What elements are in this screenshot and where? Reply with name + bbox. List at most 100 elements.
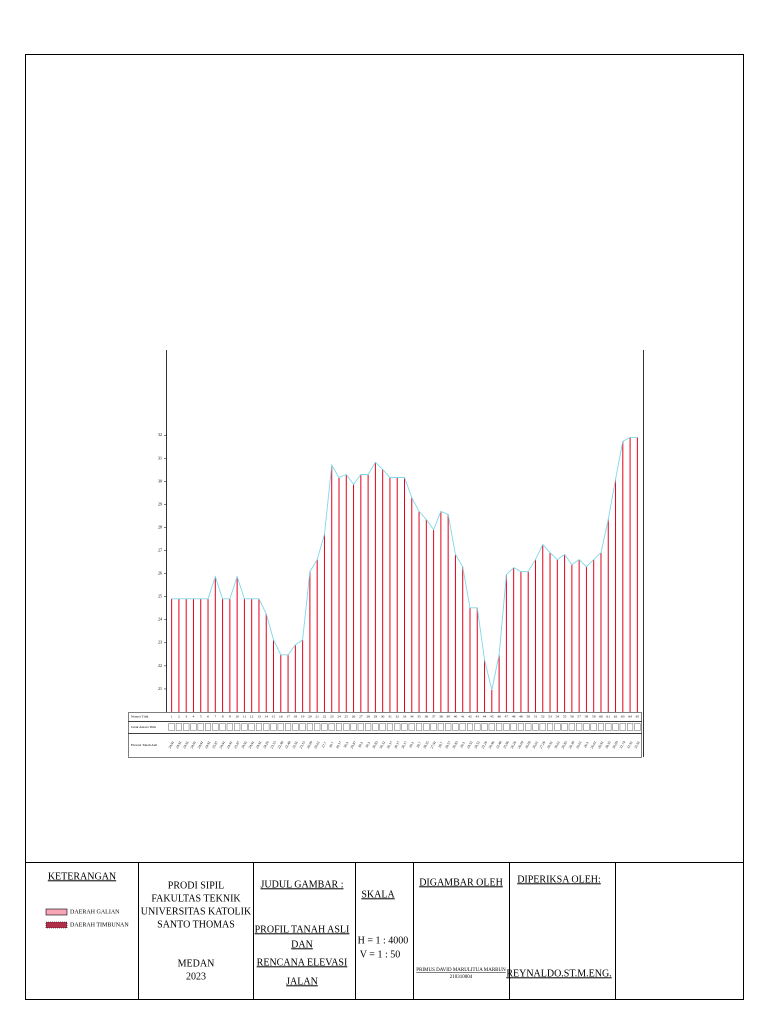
x-tick-label: 16	[279, 714, 283, 718]
elevation-label: 26.83	[561, 740, 569, 749]
row-label: Jarak Antara Titik	[131, 725, 156, 729]
scale-heading: SKALA	[361, 889, 395, 900]
elevation-label: 26.91	[597, 740, 605, 749]
elevation-label: 30.52	[379, 740, 387, 749]
elevation-label: 26.09	[524, 740, 532, 749]
distance-cell	[255, 723, 262, 731]
y-tick-label: 29	[158, 501, 162, 506]
distance-cell	[219, 723, 226, 731]
x-tick-label: 25	[345, 714, 349, 718]
x-tick-label: 44	[483, 714, 487, 718]
x-tick-label: 28	[366, 714, 370, 718]
distance-cell	[372, 723, 379, 731]
distance-cell	[481, 723, 488, 731]
elevation-label: 28.35	[422, 740, 430, 749]
elevation-label: 27.91	[430, 740, 438, 749]
distance-cell	[328, 723, 335, 731]
x-tick-label: 30	[381, 714, 385, 718]
x-tick-label: 4	[193, 714, 195, 718]
row-label: Nomor Titik	[131, 714, 149, 718]
elevation-label: 31.74	[619, 740, 627, 749]
scale-line: V = 1 : 50	[360, 949, 400, 960]
legend-title: KETERANGAN	[48, 871, 116, 882]
drawing-title-line: RENCANA ELEVASI	[257, 957, 348, 968]
y-tick-label: 21	[158, 686, 162, 691]
distance-cell	[263, 723, 270, 731]
elevation-label: 26.09	[306, 740, 314, 749]
x-tick-label: 59	[592, 714, 596, 718]
distance-cell	[459, 723, 466, 731]
distance-cell	[561, 723, 568, 731]
x-tick-label: 63	[621, 714, 625, 718]
y-tick-label: 32	[158, 432, 162, 437]
distance-cell	[597, 723, 604, 731]
elevation-label: 30.7	[328, 741, 335, 749]
y-tick-label: 31	[158, 455, 162, 460]
x-tick-label: 52	[541, 714, 545, 718]
elevation-label: 24.91	[182, 740, 190, 749]
distance-cell	[532, 723, 539, 731]
institution-line: MEDAN	[178, 958, 215, 969]
elevation-label: 26.3	[583, 741, 590, 749]
distance-cell	[292, 723, 299, 731]
x-tick-label: 40	[454, 714, 458, 718]
distance-cell	[336, 723, 342, 731]
elevation-label: 24.91	[255, 740, 263, 749]
x-tick-label: 12	[250, 714, 254, 718]
distance-cell	[190, 723, 197, 731]
checked-by-name: REYNALDO.ST.M.ENG.	[506, 968, 611, 979]
elevation-label: 29.3	[408, 741, 415, 749]
x-tick-label: 5	[200, 714, 202, 718]
distance-cell	[168, 723, 175, 731]
x-tick-label: 60	[599, 714, 603, 718]
y-tick-label: 30	[158, 478, 162, 483]
x-tick-label: 43	[476, 714, 480, 718]
elevation-label: 31.91	[626, 740, 634, 749]
distance-cell	[430, 723, 437, 731]
elevation-label: 22.26	[481, 740, 489, 749]
distance-cell	[306, 723, 313, 731]
x-tick-label: 23	[330, 714, 334, 718]
distance-cell	[437, 723, 444, 731]
x-tick-label: 53	[548, 714, 552, 718]
elevation-label: 26.3	[459, 741, 466, 749]
distance-cell	[496, 723, 503, 731]
distance-cell	[314, 723, 321, 731]
elevation-label: 25.87	[233, 740, 241, 749]
y-tick-label: 24	[158, 617, 162, 622]
elevation-label: 26.61	[575, 740, 583, 749]
distance-cell	[350, 723, 357, 731]
elevation-label: 24.91	[204, 740, 212, 749]
elevation-label: 28.57	[444, 740, 452, 749]
elevation-label: 29.87	[350, 740, 358, 749]
drawing-title-line: PROFIL TANAH ASLI	[255, 924, 350, 935]
x-tick-label: 31	[388, 714, 392, 718]
x-tick-label: 56	[570, 714, 574, 718]
institution-line: PRODI SIPIL	[168, 880, 224, 891]
distance-cell	[183, 723, 190, 731]
x-tick-label: 22	[323, 714, 327, 718]
x-tick-label: 9	[229, 714, 231, 718]
distance-cell	[510, 723, 517, 731]
drawn-by-heading: DIGAMBAR OLEH	[419, 877, 503, 888]
elevation-label: 26.61	[590, 740, 598, 749]
institution-line: 2023	[186, 971, 206, 982]
y-tick-label: 22	[158, 663, 162, 668]
x-tick-label: 20	[308, 714, 312, 718]
elevation-label: 27.7	[321, 741, 328, 749]
elevation-label: 24.52	[466, 740, 474, 749]
x-tick-label: 14	[264, 714, 268, 718]
distance-cell	[277, 723, 284, 731]
elevation-label: 30.17	[335, 740, 343, 749]
distance-cell	[467, 723, 473, 731]
elevation-label: 28.35	[604, 740, 612, 749]
x-tick-label: 17	[286, 714, 290, 718]
x-tick-label: 8	[222, 714, 224, 718]
x-tick-label: 19	[301, 714, 305, 718]
legend-swatch	[45, 921, 68, 929]
elevation-label: 24.91	[168, 740, 176, 749]
x-tick-label: 41	[461, 714, 465, 718]
y-tick-label: 27	[158, 548, 162, 553]
x-tick-label: 48	[512, 714, 516, 718]
